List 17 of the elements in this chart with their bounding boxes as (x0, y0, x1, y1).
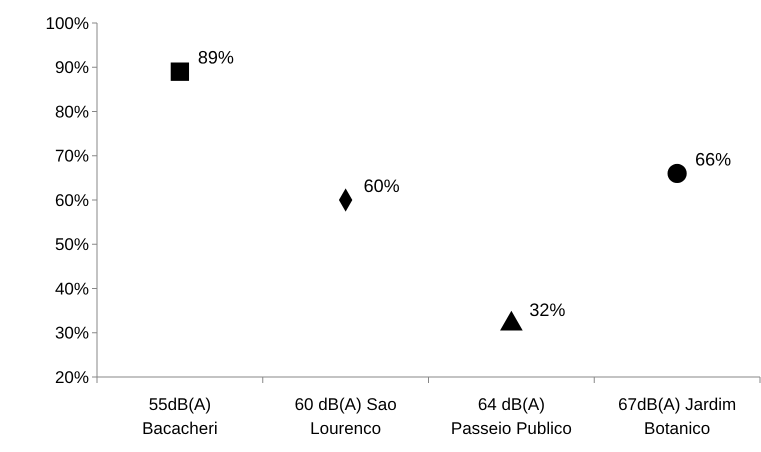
x-tick-label: 55dB(A) Bacacheri (142, 395, 218, 438)
y-tick-label: 40% (54, 279, 89, 298)
y-tick-label: 30% (54, 324, 89, 343)
y-tick-label: 20% (54, 368, 89, 387)
data-label: 60% (364, 176, 400, 196)
y-tick-label: 70% (54, 146, 89, 166)
y-tick-label: 100% (46, 14, 89, 33)
y-tick-label: 60% (54, 190, 89, 210)
data-label: 89% (198, 48, 234, 68)
x-tick-label: 60 dB(A) Sao Lourenco (294, 395, 397, 438)
data-label: 66% (695, 149, 732, 170)
y-tick-label: 90% (54, 58, 89, 78)
x-tick-label: 64 dB(A) Passeio Publico (450, 395, 572, 438)
data-label: 32% (529, 300, 566, 320)
x-tick-label: 67dB(A) Jardim Botanico (618, 395, 736, 438)
y-tick-label: 50% (54, 235, 89, 254)
y-tick-label: 80% (54, 102, 89, 122)
